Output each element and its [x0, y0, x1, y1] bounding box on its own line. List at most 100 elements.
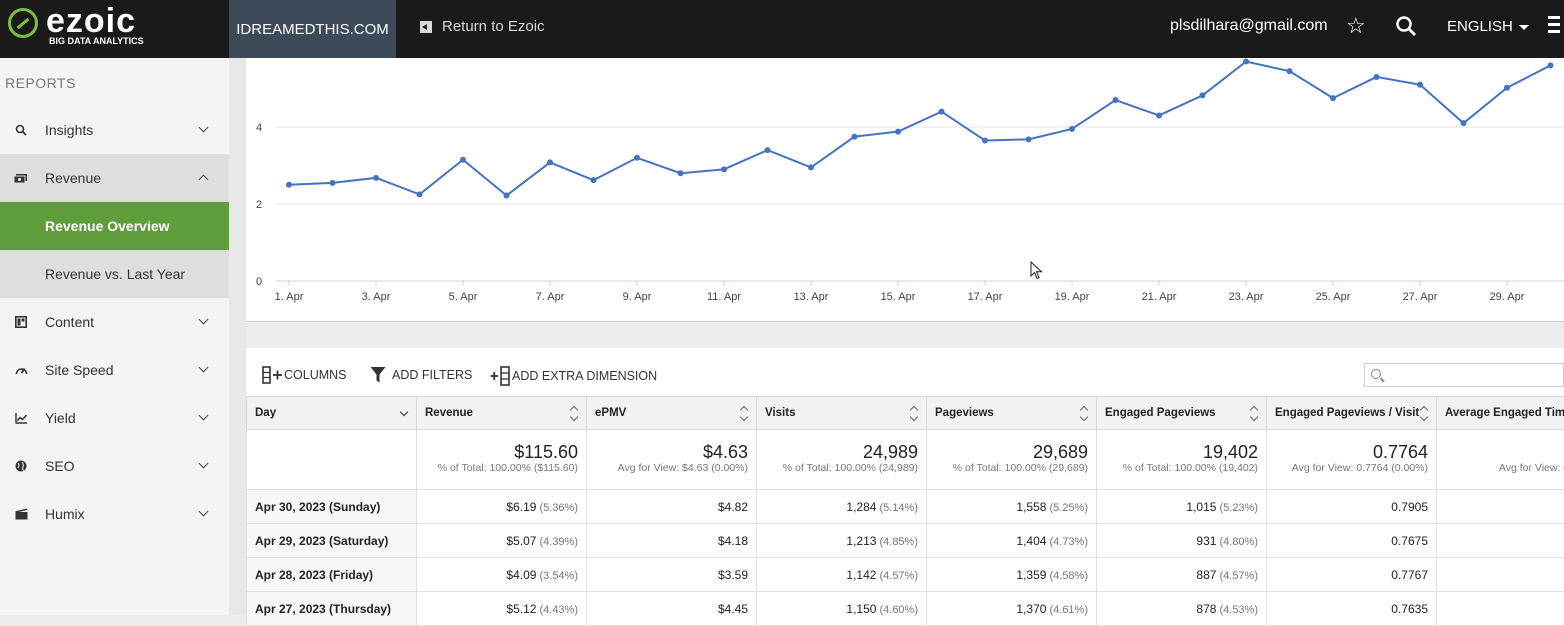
chevron-down-icon: [199, 363, 209, 373]
column-header-engaged-pageviews[interactable]: Engaged Pageviews: [1097, 397, 1267, 430]
add-filters-button[interactable]: ADD FILTERS: [370, 366, 472, 384]
top-bar: ezoic BIG DATA ANALYTICS IDREAMEDTHIS.CO…: [0, 0, 1564, 58]
cell-pageviews: 1,558 (5.25%): [927, 490, 1097, 524]
totals-row: $115.60% of Total: 100.00% ($115.60) $4.…: [247, 430, 1564, 490]
cell-percent: (4.73%): [1046, 536, 1088, 548]
column-header-day[interactable]: Day: [247, 397, 417, 430]
column-header-average-engaged-time[interactable]: Average Engaged Time: [1437, 397, 1564, 430]
sidebar-item-insights[interactable]: Insights: [0, 106, 229, 154]
cell-pageviews: 1,359 (4.58%): [927, 558, 1097, 592]
cell-value: Apr 29, 2023 (Saturday): [255, 534, 388, 548]
star-icon[interactable]: ☆: [1346, 13, 1366, 39]
sidebar-item-revenue-vs-last-year[interactable]: Revenue vs. Last Year: [0, 250, 229, 298]
cell-average-engaged-time: [1437, 490, 1564, 524]
data-point: [286, 182, 292, 188]
totals-cell: 29,689% of Total: 100.00% (29,689): [927, 430, 1097, 490]
add-dimension-icon: [490, 366, 512, 386]
cell-value: 1,370: [1016, 602, 1046, 616]
total-value: 0: [1437, 442, 1564, 462]
data-point: [1504, 85, 1510, 91]
chevron-down-icon: [400, 408, 408, 416]
chevron-down-icon: [199, 411, 209, 421]
cell-value: 0.7635: [1391, 602, 1428, 616]
sidebar-item-label: Content: [45, 314, 94, 330]
cell-day: Apr 27, 2023 (Thursday): [247, 592, 417, 626]
x-tick-label: 25. Apr: [1316, 291, 1351, 303]
menu-icon[interactable]: [1548, 16, 1564, 36]
return-to-ezoic-link[interactable]: Return to Ezoic: [420, 18, 545, 35]
sidebar-item-site-speed[interactable]: Site Speed: [0, 346, 229, 394]
sort-icon: [1251, 407, 1258, 419]
globe-icon: [14, 459, 28, 473]
x-tick-label: 7. Apr: [536, 291, 565, 303]
cell-value: 1,284: [846, 500, 876, 514]
x-tick-label: 15. Apr: [881, 291, 916, 303]
columns-button[interactable]: COLUMNS: [262, 366, 347, 384]
cell-engaged-pageviews: 931 (4.80%): [1097, 524, 1267, 558]
cell-day: Apr 29, 2023 (Saturday): [247, 524, 417, 558]
column-header-label: Day: [255, 407, 276, 419]
column-header-label: Engaged Pageviews: [1105, 407, 1216, 419]
column-header-epmv[interactable]: ePMV: [587, 397, 757, 430]
x-tick-label: 21. Apr: [1142, 291, 1177, 303]
sort-icon: [741, 407, 748, 419]
sidebar-item-content[interactable]: Content: [0, 298, 229, 346]
columns-label: COLUMNS: [284, 368, 347, 382]
chevron-down-icon: [199, 507, 209, 517]
x-tick-label: 27. Apr: [1403, 291, 1438, 303]
table-row[interactable]: Apr 29, 2023 (Saturday)$5.07 (4.39%)$4.1…: [247, 524, 1564, 558]
ezoic-logo[interactable]: ezoic BIG DATA ANALYTICS: [8, 6, 198, 50]
total-note: % of Total: 100.00% (24,989): [757, 462, 918, 474]
search-icon[interactable]: [1395, 15, 1417, 37]
sort-icon: [571, 407, 578, 419]
cell-value: 887: [1196, 568, 1216, 582]
table-search-input[interactable]: [1364, 363, 1564, 387]
data-point: [808, 164, 814, 170]
content-icon: [14, 315, 28, 329]
column-header-pageviews[interactable]: Pageviews: [927, 397, 1097, 430]
cell-visits: 1,213 (4.85%): [757, 524, 927, 558]
column-header-visits[interactable]: Visits: [757, 397, 927, 430]
cell-average-engaged-time: [1437, 524, 1564, 558]
data-point: [1113, 97, 1119, 103]
data-point: [1461, 120, 1467, 126]
data-point: [330, 180, 336, 186]
account-email[interactable]: plsdilhara@gmail.com: [1170, 17, 1328, 35]
cell-engaged-pageviews-per-visit: 0.7767: [1267, 558, 1437, 592]
sidebar-item-seo[interactable]: SEO: [0, 442, 229, 490]
column-header-revenue[interactable]: Revenue: [417, 397, 587, 430]
cell-visits: 1,150 (4.60%): [757, 592, 927, 626]
cell-percent: (4.43%): [536, 604, 578, 616]
cell-revenue: $4.09 (3.54%): [417, 558, 587, 592]
column-header-engaged-pageviews-per-visit[interactable]: Engaged Pageviews / Visit: [1267, 397, 1437, 430]
sidebar-item-humix[interactable]: Humix: [0, 490, 229, 538]
data-point: [634, 155, 640, 161]
cell-percent: (4.57%): [876, 570, 918, 582]
cell-pageviews: 1,404 (4.73%): [927, 524, 1097, 558]
caret-down-icon: [1519, 25, 1529, 30]
sidebar-item-revenue[interactable]: Revenue: [0, 154, 229, 202]
cell-value: 1,015: [1186, 500, 1216, 514]
language-selector[interactable]: ENGLISH: [1447, 18, 1529, 35]
cell-average-engaged-time: [1437, 592, 1564, 626]
sidebar-item-revenue-overview[interactable]: Revenue Overview: [0, 202, 229, 250]
chevron-down-icon: [199, 123, 209, 133]
sidebar-item-yield[interactable]: Yield: [0, 394, 229, 442]
add-filters-label: ADD FILTERS: [392, 368, 472, 382]
cell-percent: (5.23%): [1216, 502, 1258, 514]
cell-value: 878: [1196, 602, 1216, 616]
speedometer-icon: [14, 363, 28, 377]
cell-day: Apr 28, 2023 (Friday): [247, 558, 417, 592]
add-extra-dimension-button[interactable]: ADD EXTRA DIMENSION: [490, 366, 657, 386]
table-row[interactable]: Apr 27, 2023 (Thursday)$5.12 (4.43%)$4.4…: [247, 592, 1564, 626]
cell-value: 1,359: [1016, 568, 1046, 582]
cell-epmv: $4.18: [587, 524, 757, 558]
cell-average-engaged-time: [1437, 558, 1564, 592]
site-selector[interactable]: IDREAMEDTHIS.COM: [229, 0, 396, 58]
back-arrow-icon: [420, 21, 432, 33]
cell-value: 1,142: [846, 568, 876, 582]
